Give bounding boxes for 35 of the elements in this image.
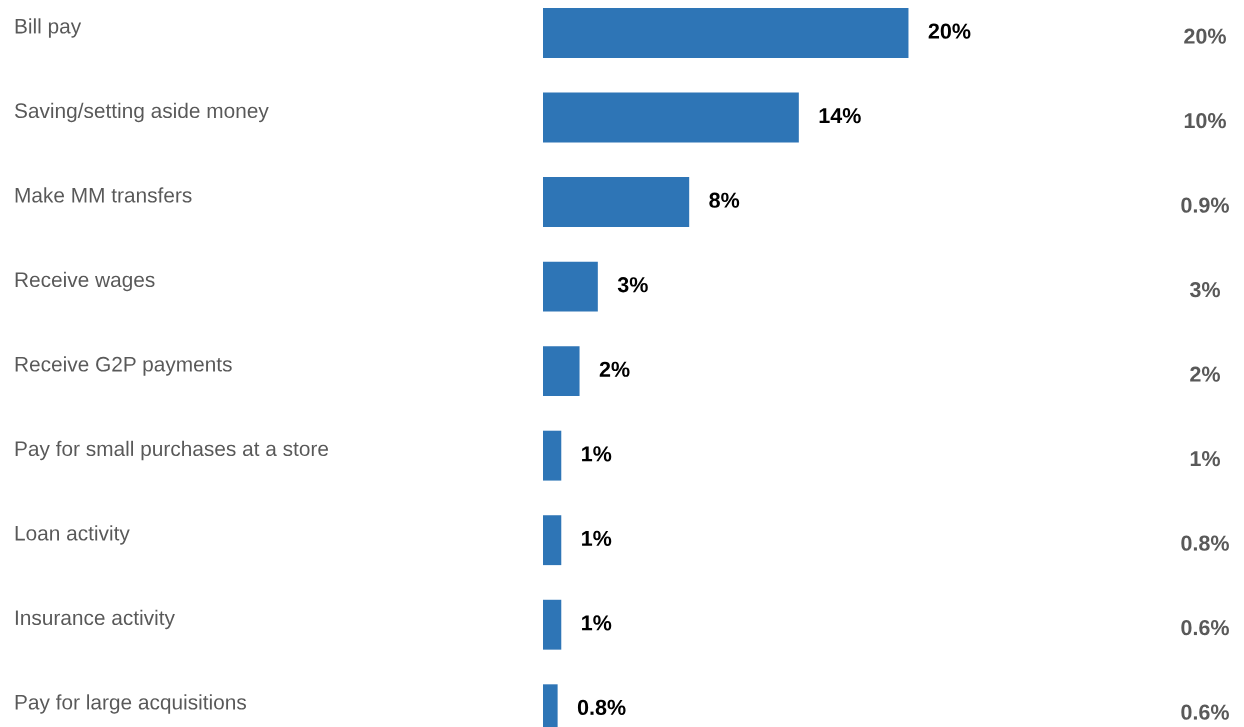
data-label: 8% — [709, 192, 740, 208]
bar — [543, 92, 799, 143]
data-label: 1% — [582, 530, 612, 546]
y-tick-label: Pay for small purchases at a store — [15, 440, 329, 461]
text: 0.6% — [1181, 620, 1229, 636]
text: 2% — [1190, 366, 1220, 382]
data-label: 3% — [617, 277, 648, 293]
bar — [543, 177, 690, 227]
text: 1% — [1190, 451, 1220, 467]
bar — [543, 346, 580, 397]
text: 20% — [1184, 28, 1226, 44]
text: 0.6% — [1181, 704, 1229, 720]
data-label: 20% — [928, 23, 971, 39]
data-label: 14% — [819, 108, 861, 124]
data-label: 1% — [582, 615, 612, 631]
text: 0.9% — [1181, 197, 1229, 213]
data-label: 2% — [599, 361, 630, 377]
bar — [543, 599, 562, 650]
text: 3% — [1189, 282, 1220, 298]
y-tick-label: Saving/setting aside money — [14, 102, 269, 123]
y-tick-label: Receive wages — [15, 271, 155, 292]
text: 0.8% — [1181, 535, 1229, 551]
y-tick-label: Loan activity — [15, 525, 130, 545]
text: 10% — [1184, 113, 1226, 129]
data-label: 1% — [582, 446, 612, 462]
bar — [543, 515, 562, 566]
y-tick-label: Receive G2P payments — [15, 356, 232, 376]
bar — [543, 8, 909, 58]
bar — [543, 430, 562, 481]
y-tick-label: Pay for large acquisitions — [15, 694, 247, 714]
bar — [543, 261, 598, 312]
y-tick-label: Bill pay — [15, 18, 82, 38]
y-tick-label: Make MM transfers — [15, 187, 192, 203]
y-tick-label: Insurance activity — [15, 609, 175, 630]
data-label: 0.8% — [577, 699, 626, 716]
